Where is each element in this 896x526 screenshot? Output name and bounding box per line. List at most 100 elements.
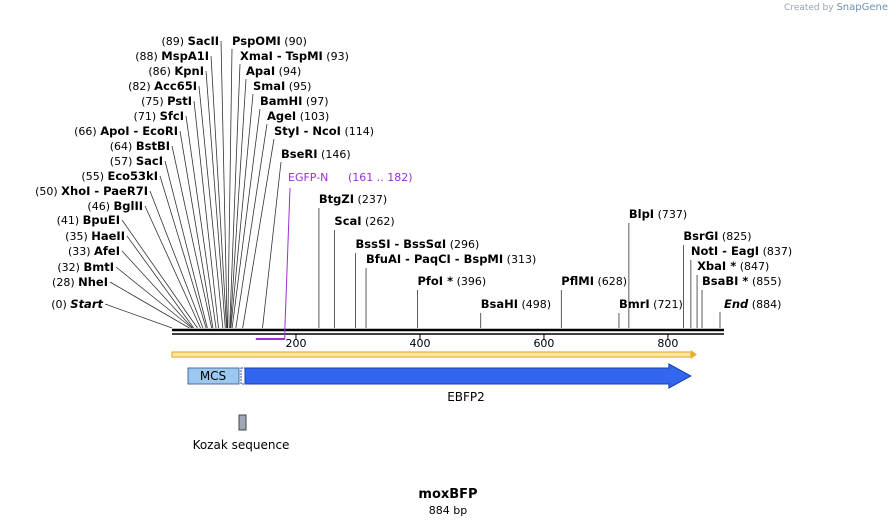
site-position-bseri: (146) bbox=[318, 148, 351, 161]
site-position-apoi: (66) bbox=[74, 125, 100, 138]
site-name-afei: AfeI bbox=[94, 244, 120, 258]
primer-range: (161 .. 182) bbox=[348, 171, 413, 184]
feature-kozak-label: Kozak sequence bbox=[193, 438, 290, 452]
feature-ebfp2-hatch bbox=[240, 367, 246, 385]
site-name-bsrgi: BsrGI bbox=[683, 229, 718, 243]
site-name-bspmi: - BspMI bbox=[451, 252, 503, 266]
site-label-apoi: (66) ApoI - EcoRI bbox=[74, 124, 178, 138]
ruler-tick-label: 400 bbox=[409, 337, 430, 350]
site-label-agei: AgeI (103) bbox=[267, 109, 329, 123]
site-connector-mspa1i bbox=[210, 55, 227, 329]
plasmid-length: 884 bp bbox=[428, 504, 468, 517]
site-name-bsssi: BssSI bbox=[355, 237, 390, 251]
site-label-afei: (33) AfeI bbox=[68, 244, 120, 258]
site-label-noti: NotI - EagI (837) bbox=[691, 244, 792, 258]
site-connector-styi bbox=[242, 138, 275, 329]
site-name-bamhi: BamHI bbox=[260, 94, 302, 108]
site-name-sfci: SfcI bbox=[160, 109, 184, 123]
site-connector-nhei bbox=[109, 281, 190, 329]
site-name-mspa1i: MspA1I bbox=[161, 49, 209, 63]
site-name-pspomi: PspOMI bbox=[232, 34, 281, 48]
site-name-agei: AgeI bbox=[267, 109, 296, 123]
site-position-bmti: (32) bbox=[57, 261, 83, 274]
site-label-xhoi: (50) XhoI - PaeR7I bbox=[35, 184, 148, 198]
site-connector-start bbox=[104, 303, 173, 329]
site-position-pflmi: (628) bbox=[594, 275, 627, 288]
site-name-bsss-i: - BssSαI bbox=[391, 237, 447, 251]
site-name-xhoi: XhoI bbox=[61, 184, 90, 198]
site-name-saci: SacI bbox=[136, 154, 163, 168]
site-label-xbai: XbaI * (847) bbox=[697, 259, 769, 273]
site-label-bsssi: BssSI - BssSαI (296) bbox=[355, 237, 479, 251]
site-position-bglii: (46) bbox=[87, 200, 113, 213]
site-label-bmri: BmrI (721) bbox=[619, 297, 683, 311]
site-label-sacii: (89) SacII bbox=[162, 34, 220, 48]
ruler-tick-label: 600 bbox=[533, 337, 554, 350]
site-label-nhei: (28) NheI bbox=[52, 275, 108, 289]
site-label-bpuei: (41) BpuEI bbox=[57, 213, 120, 227]
site-name-tspmi: - TspMI bbox=[273, 49, 323, 63]
site-connector-bstbi bbox=[171, 145, 213, 329]
site-label-blpi: BlpI (737) bbox=[629, 207, 687, 221]
site-name-styi: StyI bbox=[274, 124, 300, 138]
site-position-nhei: (28) bbox=[52, 276, 78, 289]
site-label-mspa1i: (88) MspA1I bbox=[135, 49, 209, 63]
sequence-span-arrowhead bbox=[690, 350, 697, 359]
site-label-start: (0) Start bbox=[51, 297, 103, 311]
primer-label: EGFP-N bbox=[288, 171, 328, 184]
site-name-xmai: XmaI bbox=[240, 49, 273, 63]
site-position-end: (884) bbox=[748, 298, 781, 311]
site-connector-apoi bbox=[179, 130, 214, 329]
ruler-tick-label: 800 bbox=[657, 337, 678, 350]
site-label-pspomi: PspOMI (90) bbox=[232, 34, 307, 48]
site-connector-sacii bbox=[220, 40, 228, 329]
site-label-smai: SmaI (95) bbox=[253, 79, 311, 93]
site-position-apai: (94) bbox=[275, 65, 301, 78]
site-name-kpni: KpnI bbox=[174, 64, 204, 78]
site-name-xbai: XbaI * bbox=[697, 259, 736, 273]
site-name-eco53ki: Eco53kI bbox=[107, 169, 158, 183]
feature-ebfp2-label: EBFP2 bbox=[447, 390, 485, 404]
site-connector-smai bbox=[230, 93, 254, 329]
site-label-haeii: (35) HaeII bbox=[65, 229, 125, 243]
site-label-acc65i: (82) Acc65I bbox=[128, 79, 197, 93]
site-name-bmti: BmtI bbox=[83, 260, 114, 274]
site-position-psti: (75) bbox=[141, 95, 167, 108]
site-position-sacii: (89) bbox=[162, 35, 188, 48]
site-name-bsabi: BsaBI * bbox=[702, 274, 748, 288]
site-connector-eco53ki bbox=[159, 175, 207, 329]
site-connector-apai bbox=[229, 78, 247, 329]
site-position-bstbi: (64) bbox=[110, 140, 136, 153]
site-connector-psti bbox=[193, 100, 219, 329]
site-label-psti: (75) PstI bbox=[141, 94, 192, 108]
site-position-saci: (57) bbox=[110, 155, 136, 168]
site-name-start: Start bbox=[70, 297, 103, 311]
site-position-agei: (103) bbox=[296, 110, 329, 123]
site-position-scai: (262) bbox=[362, 215, 395, 228]
site-label-btgzi: BtgZI (237) bbox=[319, 192, 387, 206]
site-position-pspomi: (90) bbox=[281, 35, 307, 48]
site-position-kpni: (86) bbox=[148, 65, 174, 78]
site-connector-bamhi bbox=[231, 108, 261, 329]
sequence-span-bar bbox=[171, 351, 692, 358]
site-name-pfoi: PfoI * bbox=[417, 274, 453, 288]
site-connector-haeii bbox=[126, 235, 195, 329]
site-position-smai: (95) bbox=[285, 80, 311, 93]
site-position-acc65i: (82) bbox=[128, 80, 154, 93]
site-label-bsrgi: BsrGI (825) bbox=[683, 229, 751, 243]
site-connector-afei bbox=[121, 250, 193, 329]
site-position-bfuai: (313) bbox=[503, 253, 536, 266]
site-label-bsahi: BsaHI (498) bbox=[481, 297, 551, 311]
site-label-kpni: (86) KpnI bbox=[148, 64, 204, 78]
site-connector-pspomi bbox=[227, 48, 233, 329]
site-name-bfuai: BfuAI bbox=[366, 252, 401, 266]
site-connector-xmai bbox=[229, 63, 241, 329]
site-position-haeii: (35) bbox=[65, 230, 91, 243]
site-name-acc65i: Acc65I bbox=[154, 79, 197, 93]
site-connector-saci bbox=[164, 160, 208, 329]
site-name-ecori: - EcoRI bbox=[130, 124, 179, 138]
site-name-end: End bbox=[724, 297, 749, 311]
site-position-bsabi: (855) bbox=[748, 275, 781, 288]
site-name-bsahi: BsaHI bbox=[481, 297, 518, 311]
